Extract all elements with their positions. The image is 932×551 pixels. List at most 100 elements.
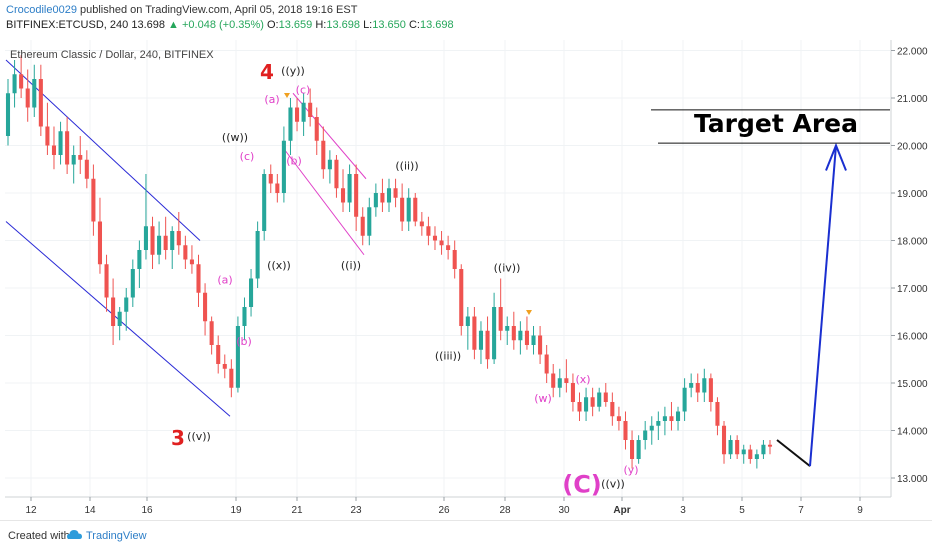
candle-body <box>682 387 687 412</box>
candle-body <box>636 440 641 459</box>
wave-label-minor: (a) <box>264 93 279 106</box>
correction-channel-lower <box>284 149 365 256</box>
candle <box>538 326 543 364</box>
candle <box>321 126 326 179</box>
candle <box>715 397 720 436</box>
price-axis[interactable]: 13.000 14.000 15.000 16.000 17.000 18.000 19.0… <box>890 40 928 497</box>
candle <box>268 164 273 193</box>
marker-triangle-icon <box>526 310 532 315</box>
author-link[interactable]: Crocodile0029 <box>6 4 77 16</box>
candle <box>669 402 674 431</box>
wave-label-minor: (y) <box>623 463 638 476</box>
candle-body <box>419 221 424 227</box>
candle-body <box>12 74 17 94</box>
candle-body <box>610 402 615 417</box>
candle <box>373 183 378 217</box>
candle-body <box>5 93 11 136</box>
ohlc-line: BITFINEX:ETCUSD, 240 13.698 ▲ +0.048 (+0… <box>6 19 454 31</box>
candle <box>400 183 405 231</box>
candle-body <box>150 226 155 255</box>
candle-body <box>544 354 549 374</box>
candle <box>327 150 332 184</box>
candle <box>203 283 208 336</box>
time-axis[interactable]: 12 14 16 19 21 23 26 28 30 Apr 3 5 7 9 <box>5 496 891 516</box>
wave-label-intermediate: ((iii)) <box>435 349 461 362</box>
candle-body <box>209 321 214 345</box>
wave-label-minor: (c) <box>240 150 255 163</box>
candle <box>498 278 503 341</box>
candle <box>19 55 24 98</box>
candle <box>505 316 510 345</box>
candle-body <box>708 378 713 402</box>
candle-body <box>78 155 83 160</box>
candle-body <box>45 126 50 146</box>
candle <box>531 326 536 355</box>
candle-body <box>196 264 201 293</box>
candle <box>163 216 168 260</box>
candle-body <box>32 79 37 108</box>
candle-body <box>255 231 260 279</box>
candle-body <box>367 207 372 236</box>
candle-body <box>728 440 733 455</box>
price-chart[interactable]: Target Area 4 3 (a) (c) (b) (c) (a) (b) (x) (w) (y… <box>0 36 932 520</box>
candle <box>65 117 70 174</box>
candle-body <box>183 245 188 260</box>
projection-path <box>776 142 847 467</box>
candle <box>656 411 661 440</box>
candle <box>761 440 766 459</box>
candle-body <box>735 440 740 455</box>
candle <box>518 321 523 355</box>
candle <box>45 102 50 155</box>
candle-body <box>630 440 635 459</box>
candle <box>334 155 339 198</box>
candle-body <box>71 155 76 165</box>
chart-title: Ethereum Classic / Dollar, 240, BITFINEX <box>10 49 214 61</box>
candle <box>511 311 516 350</box>
candle-body <box>51 145 57 155</box>
candle <box>741 444 746 464</box>
candle-body <box>603 392 608 402</box>
candle <box>97 197 103 274</box>
candle-body <box>288 107 293 141</box>
time-tick-label: 30 <box>558 505 570 516</box>
candle-body <box>505 326 510 331</box>
candle <box>209 316 214 355</box>
candle-body <box>511 326 516 341</box>
candle-body <box>373 193 378 208</box>
candle <box>32 64 37 117</box>
candle-body <box>715 402 720 426</box>
wave-label-minor: (C) <box>562 470 602 498</box>
candle-body <box>465 316 470 326</box>
candle-body <box>393 188 398 198</box>
candle <box>767 440 773 455</box>
candle-body <box>761 444 766 455</box>
candle-body <box>649 425 654 431</box>
price-tick-label: 21.000 <box>897 94 928 105</box>
candle-body <box>97 221 103 265</box>
tradingview-link[interactable]: TradingView <box>86 530 147 542</box>
wave-label-minor: (w) <box>534 392 552 405</box>
candle <box>170 226 175 269</box>
candle-body <box>413 197 418 222</box>
candle <box>636 435 641 464</box>
candle-body <box>669 416 674 421</box>
candle <box>58 121 63 165</box>
candle <box>564 359 569 393</box>
candle-body <box>662 416 667 421</box>
candle-body <box>675 411 681 421</box>
candle <box>196 254 201 307</box>
candle <box>472 307 477 360</box>
candle-body <box>294 107 300 122</box>
candle <box>406 188 411 231</box>
time-tick-label: 5 <box>739 505 745 516</box>
created-with-text: Created with <box>8 530 70 542</box>
candle-body <box>38 79 43 127</box>
arrow-head-icon <box>825 142 847 171</box>
candle <box>301 93 306 136</box>
candle-body <box>564 378 569 383</box>
candle <box>603 383 608 407</box>
chart-background <box>0 36 932 520</box>
candle-body <box>163 235 168 250</box>
candle-body <box>104 264 109 298</box>
wave-label-minor: (b) <box>236 335 252 348</box>
